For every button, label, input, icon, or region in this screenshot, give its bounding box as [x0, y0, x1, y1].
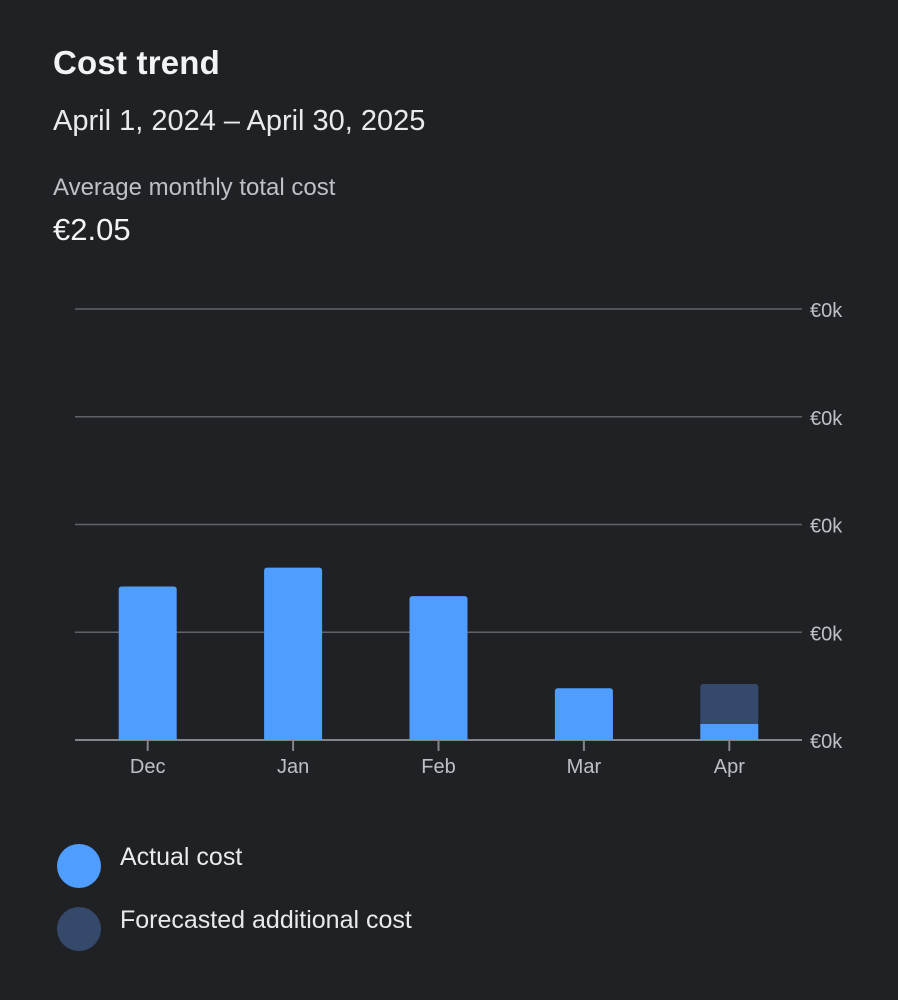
x-tick-label: Dec: [130, 756, 166, 778]
cost-trend-chart: Dec Jan Feb Mar Apr €0k €0k €0k €0k €0k: [75, 300, 843, 778]
x-tick-label: Jan: [277, 756, 309, 778]
bar-jan-actual: [264, 567, 323, 740]
bar-dec-actual: [118, 586, 177, 740]
legend-item-actual-cost[interactable]: Actual cost: [57, 828, 412, 891]
legend-label: Forecasted additional cost: [120, 906, 412, 934]
y-axis-tick-labels: €0k €0k €0k €0k €0k: [810, 300, 843, 753]
bars: [118, 567, 759, 740]
legend-swatch-forecast-icon: [57, 906, 101, 951]
y-tick-label: €0k: [810, 408, 843, 430]
bar-mar-actual: [554, 688, 613, 740]
x-tick-label: Feb: [421, 756, 455, 778]
x-tick-label: Mar: [567, 756, 602, 778]
y-tick-label: €0k: [810, 731, 843, 753]
bar-apr-actual: [700, 723, 759, 740]
y-tick-label: €0k: [810, 623, 843, 645]
chart-legend: Actual cost Forecasted additional cost: [57, 828, 412, 954]
legend-item-forecasted-cost[interactable]: Forecasted additional cost: [57, 891, 412, 954]
average-cost-label: Average monthly total cost: [53, 174, 336, 201]
x-tick-label: Apr: [714, 756, 745, 778]
page-title: Cost trend: [53, 44, 220, 81]
average-cost-value: €2.05: [53, 212, 131, 247]
bar-apr-forecast: [700, 683, 759, 724]
x-axis: Dec Jan Feb Mar Apr: [130, 740, 745, 778]
y-tick-label: €0k: [810, 300, 843, 322]
bar-feb-actual: [409, 596, 468, 740]
legend-label: Actual cost: [120, 843, 243, 871]
date-range[interactable]: April 1, 2024 – April 30, 2025: [53, 105, 426, 137]
legend-swatch-actual-icon: [57, 843, 101, 888]
y-tick-label: €0k: [810, 516, 843, 538]
